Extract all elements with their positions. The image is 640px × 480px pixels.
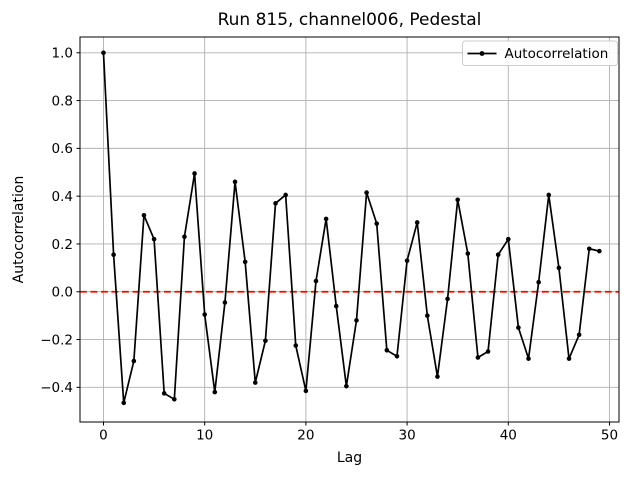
data-point-marker bbox=[425, 313, 430, 318]
data-point-marker bbox=[141, 212, 147, 218]
data-point-marker bbox=[293, 343, 299, 348]
legend-box bbox=[462, 40, 618, 66]
data-point-marker bbox=[445, 296, 450, 302]
data-point-marker bbox=[172, 396, 177, 402]
data-point-marker bbox=[242, 259, 248, 265]
y-tick-label: −0.4 bbox=[40, 380, 73, 396]
y-tick-label: 0.8 bbox=[52, 93, 73, 109]
data-point-marker bbox=[455, 197, 460, 203]
data-point-marker bbox=[252, 380, 258, 385]
data-point-marker bbox=[384, 348, 390, 353]
data-point-marker bbox=[576, 332, 582, 338]
data-point-marker bbox=[414, 220, 420, 225]
y-tick-label: 0.2 bbox=[52, 237, 73, 253]
data-point-marker bbox=[283, 192, 288, 198]
data-point-marker bbox=[192, 171, 197, 176]
data-point-marker bbox=[333, 303, 339, 309]
data-point-marker bbox=[151, 236, 157, 242]
x-tick-label: 0 bbox=[99, 428, 108, 444]
data-point-marker bbox=[586, 246, 592, 252]
data-point-marker bbox=[273, 201, 278, 206]
y-tick-label: 0.0 bbox=[52, 285, 73, 301]
grid-layer bbox=[80, 37, 619, 422]
data-point-marker bbox=[556, 265, 562, 271]
y-tick-label: 0.4 bbox=[52, 189, 73, 205]
data-point-marker bbox=[131, 358, 137, 364]
data-point-marker bbox=[374, 221, 380, 226]
data-point-marker bbox=[344, 383, 349, 389]
data-point-marker bbox=[222, 300, 228, 305]
chart-title: Run 815, channel006, Pedestal bbox=[218, 10, 482, 30]
legend-label: Autocorrelation bbox=[505, 46, 609, 62]
x-tick-label: 30 bbox=[398, 428, 415, 444]
data-point-marker bbox=[566, 356, 572, 361]
data-point-marker bbox=[526, 356, 531, 361]
data-point-marker bbox=[202, 312, 207, 317]
data-point-marker bbox=[323, 216, 329, 222]
data-point-marker bbox=[516, 325, 521, 330]
plot-border bbox=[79, 36, 620, 423]
legend-marker-dot bbox=[479, 51, 485, 56]
y-tick-label: 0.6 bbox=[52, 141, 73, 157]
data-point-marker bbox=[101, 50, 106, 56]
y-tick-label: −0.2 bbox=[40, 332, 73, 348]
data-point-marker bbox=[597, 248, 602, 254]
data-point-marker bbox=[303, 388, 309, 394]
data-point-marker bbox=[313, 278, 319, 284]
x-tick-label: 20 bbox=[297, 428, 314, 444]
data-point-marker bbox=[212, 389, 218, 395]
data-point-marker bbox=[536, 279, 541, 285]
x-axis-label: Lag bbox=[337, 450, 362, 466]
data-point-marker bbox=[161, 391, 167, 396]
y-tick-label: 1.0 bbox=[52, 46, 73, 62]
data-point-marker bbox=[475, 355, 481, 360]
data-point-marker bbox=[364, 190, 369, 195]
legend: Autocorrelation bbox=[462, 40, 618, 66]
data-point-marker bbox=[354, 318, 359, 323]
data-point-marker bbox=[485, 349, 491, 354]
x-tick-label: 40 bbox=[500, 428, 517, 444]
data-point-marker bbox=[435, 374, 440, 379]
data-point-marker bbox=[546, 192, 552, 198]
x-tick-label: 50 bbox=[601, 428, 618, 444]
data-series-layer bbox=[101, 50, 602, 406]
data-point-marker bbox=[263, 338, 268, 344]
y-axis-label: Autocorrelation bbox=[11, 176, 27, 284]
data-point-marker bbox=[121, 400, 127, 406]
data-point-marker bbox=[465, 251, 471, 256]
data-point-marker bbox=[394, 353, 400, 359]
autocorrelation-line bbox=[102, 51, 601, 404]
axes-layer bbox=[76, 36, 620, 426]
data-point-marker bbox=[404, 258, 410, 263]
x-tick-label: 10 bbox=[196, 428, 213, 444]
data-point-marker bbox=[495, 252, 501, 258]
data-point-marker bbox=[232, 179, 238, 185]
data-point-marker bbox=[505, 236, 511, 242]
data-point-marker bbox=[111, 252, 116, 258]
tick-label-layer: 0 10 20 30 40 50 −0.4 −0.2 0.0 0.2 0.4 0.6 0.8 1.0 bbox=[40, 46, 618, 444]
data-point-marker bbox=[182, 234, 187, 240]
